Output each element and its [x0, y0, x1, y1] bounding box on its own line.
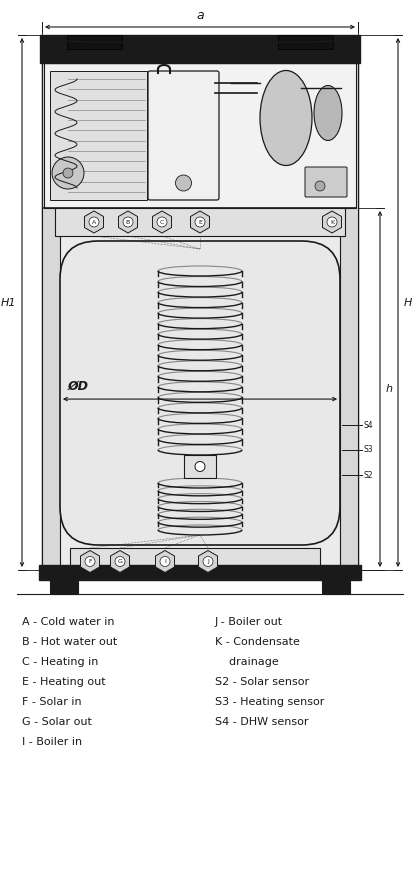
Circle shape — [195, 462, 205, 471]
Bar — [340, 63, 358, 570]
Text: S3 - Heating sensor: S3 - Heating sensor — [215, 697, 324, 707]
Text: S4 - DHW sensor: S4 - DHW sensor — [215, 717, 309, 727]
FancyBboxPatch shape — [305, 167, 347, 197]
Bar — [70, 548, 320, 575]
Text: I: I — [164, 559, 166, 564]
Polygon shape — [84, 211, 103, 233]
Circle shape — [115, 557, 125, 566]
Text: B: B — [126, 219, 130, 225]
Circle shape — [203, 557, 213, 566]
Text: A - Cold water in: A - Cold water in — [22, 617, 115, 627]
Ellipse shape — [314, 85, 342, 140]
Ellipse shape — [260, 70, 312, 166]
Circle shape — [89, 217, 99, 227]
Text: drainage: drainage — [215, 657, 279, 667]
Bar — [40, 35, 360, 63]
Bar — [42, 63, 60, 570]
FancyBboxPatch shape — [60, 241, 340, 545]
Polygon shape — [155, 551, 175, 573]
Bar — [50, 580, 78, 594]
FancyBboxPatch shape — [148, 71, 219, 200]
Circle shape — [52, 157, 84, 189]
Polygon shape — [191, 211, 210, 233]
Circle shape — [195, 217, 205, 227]
Circle shape — [85, 557, 95, 566]
Text: B - Hot water out: B - Hot water out — [22, 637, 117, 647]
Circle shape — [327, 217, 337, 227]
Bar — [44, 63, 356, 208]
Text: h: h — [386, 384, 393, 394]
Bar — [322, 580, 350, 594]
Text: E - Heating out: E - Heating out — [22, 677, 105, 687]
Text: E: E — [198, 219, 202, 225]
Text: ØD: ØD — [68, 380, 89, 393]
Polygon shape — [110, 551, 129, 573]
Polygon shape — [199, 551, 218, 573]
Text: I - Boiler in: I - Boiler in — [22, 737, 82, 747]
Text: K: K — [330, 219, 334, 225]
Circle shape — [123, 217, 133, 227]
Circle shape — [63, 168, 73, 178]
Bar — [278, 35, 333, 49]
Polygon shape — [81, 551, 100, 573]
Circle shape — [315, 181, 325, 191]
Circle shape — [176, 175, 192, 191]
Polygon shape — [118, 211, 137, 233]
Text: F - Solar in: F - Solar in — [22, 697, 81, 707]
Text: K - Condensate: K - Condensate — [215, 637, 300, 647]
Text: S2: S2 — [364, 470, 373, 479]
Circle shape — [160, 557, 170, 566]
Bar — [50, 71, 147, 200]
Bar — [39, 565, 361, 580]
Text: C - Heating in: C - Heating in — [22, 657, 98, 667]
Text: C: C — [160, 219, 164, 225]
Bar — [42, 63, 358, 570]
Text: H1: H1 — [0, 298, 16, 307]
Polygon shape — [152, 211, 171, 233]
Text: G: G — [118, 559, 123, 564]
Text: A: A — [92, 219, 96, 225]
Text: S2 - Solar sensor: S2 - Solar sensor — [215, 677, 309, 687]
Text: a: a — [196, 9, 204, 22]
Text: S4: S4 — [364, 420, 374, 430]
Polygon shape — [323, 211, 341, 233]
Text: H: H — [404, 298, 412, 307]
Bar — [67, 35, 122, 49]
Text: G - Solar out: G - Solar out — [22, 717, 92, 727]
Text: S3: S3 — [364, 446, 374, 455]
Circle shape — [157, 217, 167, 227]
Bar — [55, 208, 345, 236]
Text: J - Boiler out: J - Boiler out — [215, 617, 283, 627]
Text: F: F — [88, 559, 92, 564]
Bar — [184, 455, 216, 478]
Text: J: J — [207, 559, 209, 564]
